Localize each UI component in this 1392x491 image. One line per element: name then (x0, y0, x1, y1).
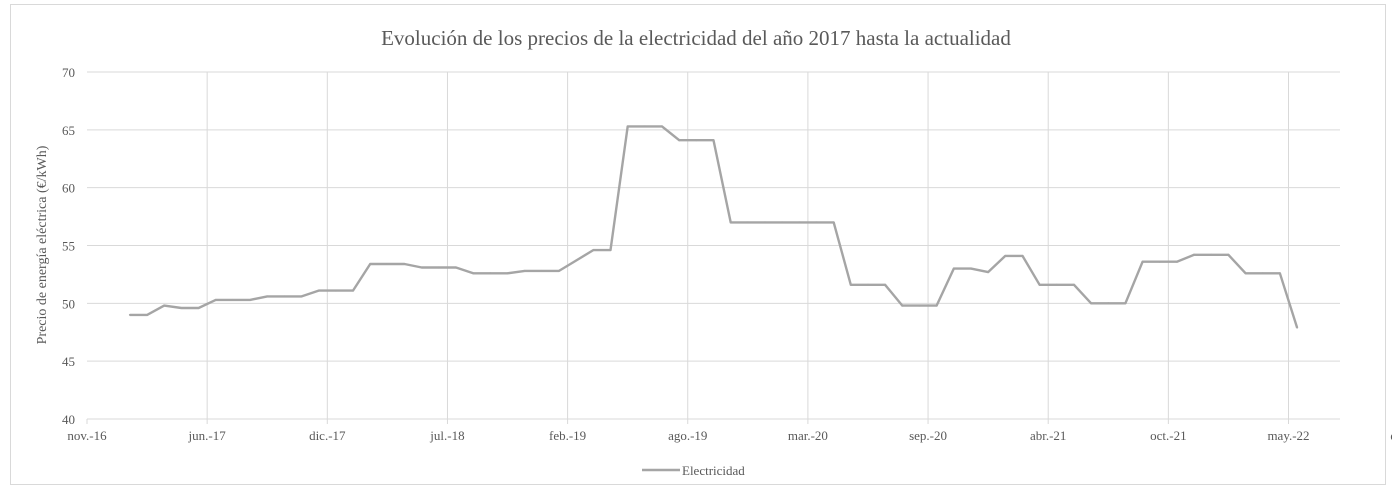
y-axis-label: Precio de energía eléctrica (€/kWh) (35, 145, 50, 344)
data-point (678, 139, 681, 142)
data-point (1210, 253, 1213, 256)
data-point (970, 267, 972, 270)
data-point (266, 295, 269, 298)
data-point (540, 269, 543, 272)
data-point (867, 283, 869, 286)
data-point (643, 125, 646, 128)
x-tick-label: mar.-20 (788, 428, 828, 443)
data-point (901, 304, 904, 307)
data-point (489, 272, 492, 275)
data-point (523, 269, 526, 272)
data-point (952, 267, 955, 270)
y-axis-ticks: 40 45 50 55 60 65 70 (62, 65, 75, 427)
y-tick-label: 55 (62, 239, 75, 254)
data-point (1124, 302, 1127, 305)
data-point (729, 221, 732, 224)
x-tick-label: sep.-20 (909, 428, 947, 443)
data-point (334, 289, 337, 292)
data-point (1021, 254, 1024, 257)
data-point (592, 249, 595, 252)
gridlines (87, 71, 1340, 419)
legend-label-electricidad: Electricidad (682, 463, 745, 478)
x-tick-label: oct.-21 (1150, 428, 1186, 443)
x-tick-label: dic.-17 (309, 428, 346, 443)
series-group (128, 125, 1299, 329)
data-point (506, 272, 509, 275)
data-point (884, 283, 887, 286)
data-point (300, 295, 303, 298)
data-point (1090, 302, 1093, 305)
data-point (626, 125, 629, 128)
data-point (558, 269, 560, 272)
data-point (987, 271, 990, 274)
x-tick-label: ago.-19 (668, 428, 707, 443)
data-point (231, 298, 234, 301)
data-point (197, 307, 200, 309)
data-point (437, 266, 440, 269)
data-point (1055, 283, 1058, 286)
data-point (575, 259, 578, 262)
data-point (352, 289, 354, 292)
data-point (403, 263, 406, 265)
data-point (1073, 283, 1075, 286)
x-tick-label: nov.-16 (67, 428, 107, 443)
data-point (1193, 253, 1196, 256)
chart-title: Evolución de los precios de la electrici… (381, 26, 1011, 50)
data-point (1261, 272, 1264, 275)
data-point (1107, 302, 1110, 305)
chart-frame (10, 4, 1386, 485)
data-point (832, 221, 835, 224)
data-point (1141, 260, 1144, 263)
y-tick-label: 40 (62, 412, 75, 427)
data-point (1038, 283, 1041, 286)
data-point (1296, 326, 1299, 329)
x-tick-label: may.-22 (1267, 428, 1309, 443)
x-tick-label: jul.-18 (429, 428, 464, 443)
x-tick-label: dic.-22 (1390, 428, 1392, 443)
data-point (1158, 260, 1161, 263)
y-tick-label: 50 (62, 296, 75, 311)
data-point (609, 249, 612, 252)
data-point (1244, 272, 1247, 275)
x-tick-label: abr.-21 (1030, 428, 1066, 443)
data-point (249, 298, 252, 301)
data-point (472, 272, 475, 275)
data-point (317, 289, 320, 292)
data-point (420, 266, 423, 269)
data-point (695, 139, 698, 142)
y-tick-label: 45 (62, 354, 75, 369)
data-point (1175, 260, 1178, 263)
data-point (935, 304, 938, 307)
y-tick-label: 70 (62, 65, 75, 80)
series-line-electricidad (129, 125, 1299, 328)
data-point (849, 283, 852, 286)
data-point (712, 139, 715, 142)
y-tick-label: 65 (62, 123, 75, 138)
data-point (918, 304, 921, 307)
data-point (214, 298, 217, 301)
data-point (386, 263, 389, 265)
data-point (369, 263, 372, 265)
x-axis-ticks: nov.-16 jun.-17 dic.-17 jul.-18 feb.-19 ago.-… (67, 419, 1392, 443)
data-point (661, 125, 663, 128)
data-point (781, 221, 784, 224)
data-point (1004, 254, 1007, 257)
data-point (128, 313, 131, 316)
x-tick-label: feb.-19 (549, 428, 586, 443)
data-point (798, 221, 801, 224)
x-tick-label: jun.-17 (188, 428, 227, 443)
y-tick-label: 60 (62, 181, 75, 196)
data-point (455, 266, 457, 269)
data-point (146, 313, 149, 316)
legend: Electricidad (642, 463, 745, 478)
data-point (180, 307, 183, 309)
data-point (283, 295, 286, 298)
data-point (764, 221, 766, 224)
data-point (1227, 253, 1230, 256)
data-point (746, 221, 749, 224)
data-point (1278, 272, 1281, 275)
data-point (815, 221, 818, 224)
data-point (163, 304, 166, 307)
